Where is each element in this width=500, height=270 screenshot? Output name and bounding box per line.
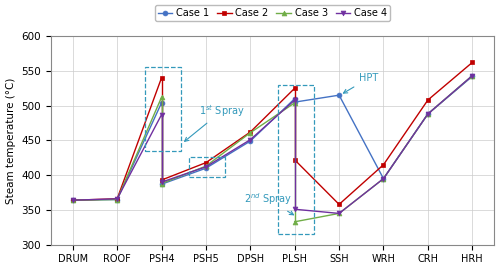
- Case 4: [380, 177, 386, 180]
- Bar: [278, 85, 314, 234]
- Case 1: [470, 75, 476, 78]
- Case 3: [425, 112, 431, 116]
- Case 3: [336, 212, 342, 215]
- Case 3: [292, 220, 298, 223]
- Line: Case 1: Case 1: [292, 74, 474, 181]
- Case 1: [292, 100, 298, 104]
- Text: 1$^{st}$ Spray: 1$^{st}$ Spray: [184, 103, 245, 141]
- Case 3: [470, 74, 476, 77]
- Case 1: [425, 112, 431, 116]
- Case 1: [336, 93, 342, 97]
- Case 4: [470, 74, 476, 77]
- Bar: [144, 67, 181, 151]
- Case 4: [336, 212, 342, 215]
- Case 2: [470, 61, 476, 64]
- Case 2: [336, 203, 342, 206]
- Legend: Case 1, Case 2, Case 3, Case 4: Case 1, Case 2, Case 3, Case 4: [154, 5, 390, 21]
- Line: Case 2: Case 2: [292, 60, 474, 207]
- Case 2: [425, 98, 431, 102]
- Case 2: [380, 163, 386, 166]
- Y-axis label: Steam temperature (°C): Steam temperature (°C): [6, 77, 16, 204]
- Bar: [189, 157, 226, 177]
- Case 2: [292, 158, 298, 161]
- Line: Case 3: Case 3: [292, 73, 474, 224]
- Case 4: [425, 112, 431, 116]
- Text: HPT: HPT: [344, 73, 378, 93]
- Line: Case 4: Case 4: [292, 73, 474, 216]
- Case 3: [380, 177, 386, 180]
- Case 1: [380, 177, 386, 180]
- Case 4: [292, 208, 298, 211]
- Text: 2$^{nd}$ Spray: 2$^{nd}$ Spray: [244, 191, 294, 215]
